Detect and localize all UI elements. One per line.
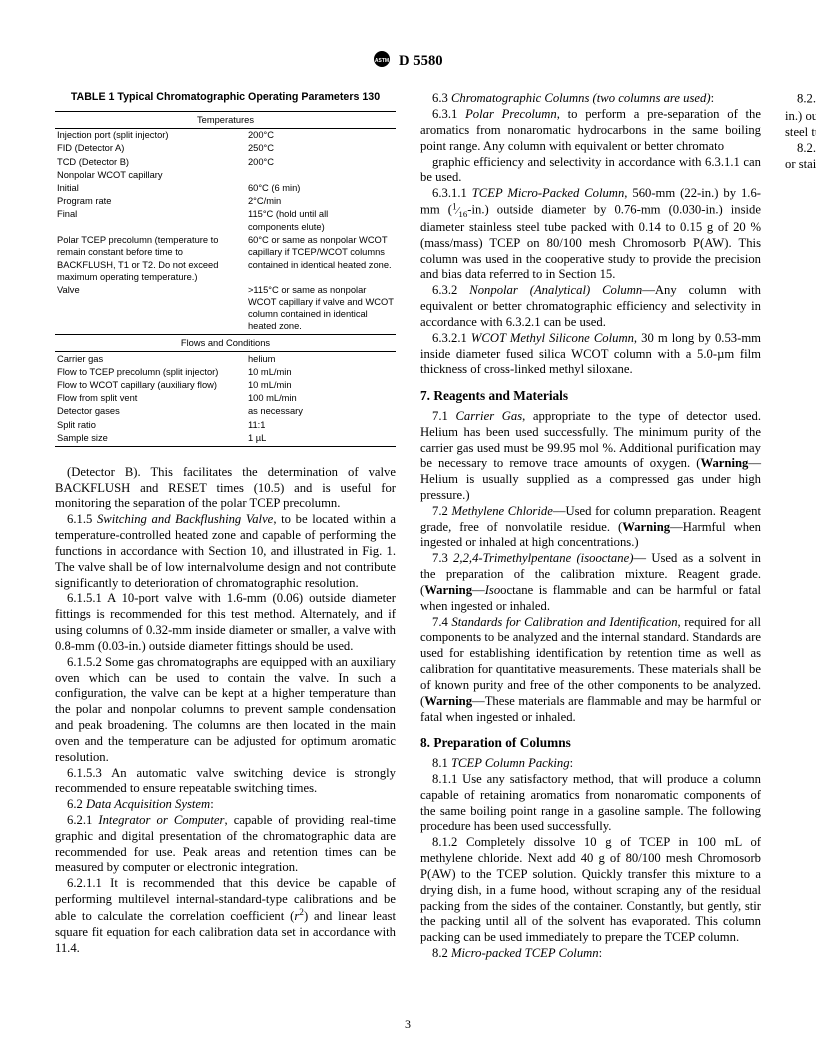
- table-cell: Initial: [55, 181, 246, 194]
- body-text: 7.4 Standards for Calibration and Identi…: [420, 615, 761, 726]
- table-cell: Detector gases: [55, 405, 246, 418]
- body-text: 6.3.2 Nonpolar (Analytical) Column—Any c…: [420, 283, 761, 330]
- table-title: TABLE 1 Typical Chromatographic Operatin…: [55, 91, 396, 104]
- table-cell: 250°C: [246, 142, 396, 155]
- svg-text:ASTM: ASTM: [375, 58, 389, 64]
- table-cell: Injection port (split injector): [55, 128, 246, 142]
- table-cell: 115°C (hold until all: [246, 208, 396, 221]
- table-row: Injection port (split injector)200°C: [55, 128, 396, 142]
- table-cell: Final: [55, 208, 246, 221]
- table-cell: Carrier gas: [55, 352, 246, 366]
- table-section-header: Temperatures: [55, 111, 396, 128]
- table-row: Valve>115°C or same as nonpolar WCOT cap…: [55, 283, 396, 335]
- table-cell: Program rate: [55, 194, 246, 207]
- table-row: Final115°C (hold until all: [55, 208, 396, 221]
- body-text: 7.1 Carrier Gas, appropriate to the type…: [420, 409, 761, 504]
- body-text: 7.3 2,2,4-Trimethylpentane (isooctane)— …: [420, 551, 761, 614]
- body-text: 8.1.2 Completely dissolve 10 g of TCEP i…: [420, 835, 761, 946]
- body-text: (Detector B). This facilitates the deter…: [55, 465, 396, 512]
- parameters-table: Temperatures Injection port (split injec…: [55, 111, 396, 447]
- table-cell: 10 mL/min: [246, 379, 396, 392]
- table-cell: 200°C: [246, 155, 396, 168]
- table-cell: >115°C or same as nonpolar WCOT capillar…: [246, 283, 396, 335]
- table-cell: 1 µL: [246, 431, 396, 446]
- table-cell: helium: [246, 352, 396, 366]
- body-text: 8.2.1 Wash a straight 560-mm (22-in.) le…: [785, 91, 816, 140]
- table-cell: Polar TCEP precolumn (temperature to rem…: [55, 234, 246, 284]
- body-text: graphic efficiency and selectivity in ac…: [420, 155, 761, 187]
- table-row: Flow to TCEP precolumn (split injector)1…: [55, 366, 396, 379]
- table-cell: Split ratio: [55, 418, 246, 431]
- table-row: Nonpolar WCOT capillary: [55, 168, 396, 181]
- table-cell: 100 mL/min: [246, 392, 396, 405]
- body-text: 6.2 Data Acquisition System:: [55, 797, 396, 813]
- table-row: Flow to WCOT capillary (auxiliary flow)1…: [55, 379, 396, 392]
- table-cell: Flow to TCEP precolumn (split injector): [55, 366, 246, 379]
- table-row: Polar TCEP precolumn (temperature to rem…: [55, 234, 396, 284]
- table-row: Initial60°C (6 min): [55, 181, 396, 194]
- body-text: 6.3.1.1 TCEP Micro-Packed Column, 560-mm…: [420, 186, 761, 283]
- astm-logo-icon: ASTM: [373, 50, 391, 73]
- table-row: Sample size1 µL: [55, 431, 396, 446]
- table-1: TABLE 1 Typical Chromatographic Operatin…: [55, 91, 396, 446]
- body-text: 8.2 Micro-packed TCEP Column:: [420, 946, 761, 962]
- table-row: Detector gasesas necessary: [55, 405, 396, 418]
- table-row: components elute): [55, 221, 396, 234]
- table-section-header: Flows and Conditions: [55, 335, 396, 352]
- table-cell: 60°C or same as nonpolar WCOT capillary …: [246, 234, 396, 284]
- page-number: 3: [0, 1017, 816, 1032]
- body-text: 6.3.2.1 WCOT Methyl Silicone Column, 30 …: [420, 331, 761, 378]
- section-heading: 7. Reagents and Materials: [420, 388, 761, 405]
- table-row: FID (Detector A)250°C: [55, 142, 396, 155]
- table-cell: Flow from split vent: [55, 392, 246, 405]
- body-text: 6.2.1.1 It is recommended that this devi…: [55, 876, 396, 956]
- table-cell: as necessary: [246, 405, 396, 418]
- body-text: 6.1.5 Switching and Backflushing Valve, …: [55, 512, 396, 591]
- table-cell: [246, 168, 396, 181]
- table-row: Split ratio11:1: [55, 418, 396, 431]
- body-text: 6.2.1 Integrator or Computer, capable of…: [55, 813, 396, 876]
- table-cell: components elute): [246, 221, 396, 234]
- table-row: Carrier gashelium: [55, 352, 396, 366]
- section-heading: 8. Preparation of Columns: [420, 735, 761, 752]
- table-cell: [55, 221, 246, 234]
- body-text: 8.1 TCEP Column Packing:: [420, 756, 761, 772]
- table-row: Flow from split vent100 mL/min: [55, 392, 396, 405]
- body-text: 7.2 Methylene Chloride—Used for column p…: [420, 504, 761, 551]
- document-id: D 5580: [399, 53, 443, 69]
- table-cell: Nonpolar WCOT capillary: [55, 168, 246, 181]
- table-cell: FID (Detector A): [55, 142, 246, 155]
- table-row: TCD (Detector B)200°C: [55, 155, 396, 168]
- table-cell: 11:1: [246, 418, 396, 431]
- table-cell: 60°C (6 min): [246, 181, 396, 194]
- two-column-layout: TABLE 1 Typical Chromatographic Operatin…: [55, 91, 761, 971]
- page-header: ASTM D 5580: [55, 50, 761, 73]
- body-text: 6.1.5.2 Some gas chromatographs are equi…: [55, 655, 396, 766]
- table-cell: Valve: [55, 283, 246, 335]
- body-text: 6.3 Chromatographic Columns (two columns…: [420, 91, 761, 107]
- table-cell: 2°C/min: [246, 194, 396, 207]
- body-text: 6.1.5.3 An automatic valve switching dev…: [55, 766, 396, 798]
- body-text: 6.1.5.1 A 10-port valve with 1.6-mm (0.0…: [55, 591, 396, 654]
- body-text: 6.3.1 Polar Precolumn, to perform a pre-…: [420, 107, 761, 154]
- table-cell: 200°C: [246, 128, 396, 142]
- table-row: Program rate2°C/min: [55, 194, 396, 207]
- table-cell: TCD (Detector B): [55, 155, 246, 168]
- table-cell: 10 mL/min: [246, 366, 396, 379]
- table-cell: Sample size: [55, 431, 246, 446]
- table-cell: Flow to WCOT capillary (auxiliary flow): [55, 379, 246, 392]
- body-text: 8.2.2 Insert 6 to 12 strands of silvered…: [785, 141, 816, 173]
- body-text: 8.1.1 Use any satisfactory method, that …: [420, 772, 761, 835]
